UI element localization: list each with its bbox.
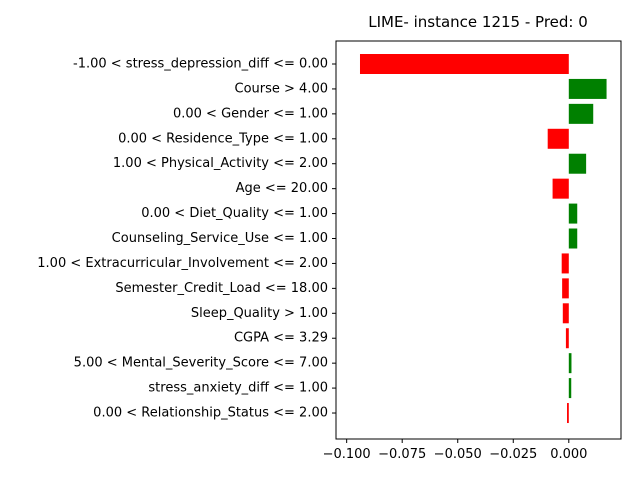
- x-tick-label: 0.000: [550, 447, 587, 462]
- bar-4: [568, 153, 587, 174]
- y-tick-label: stress_anxiety_diff <= 1.00: [148, 381, 328, 396]
- y-tick-label: -1.00 < stress_depression_diff <= 0.00: [73, 57, 328, 72]
- bar-0: [359, 54, 569, 74]
- y-tick-label: Semester_Credit_Load <= 18.00: [115, 281, 328, 296]
- bar-11: [565, 328, 569, 349]
- x-tick-label: −0.025: [489, 447, 537, 462]
- bar-2: [568, 103, 594, 124]
- y-tick-label: 1.00 < Physical_Activity <= 2.00: [113, 156, 328, 171]
- bar-3: [547, 128, 569, 149]
- bar-1: [568, 78, 607, 99]
- plot-frame: [335, 40, 622, 440]
- bar-8: [561, 253, 569, 274]
- y-tick-label: Counseling_Service_Use <= 1.00: [112, 231, 328, 246]
- y-tick-label: Course > 4.00: [235, 81, 329, 96]
- x-tick-label: −0.100: [323, 447, 371, 462]
- bar-13: [568, 378, 572, 399]
- bar-10: [562, 303, 569, 324]
- y-tick-label: Age <= 20.00: [236, 181, 328, 196]
- y-tick-label: 0.00 < Relationship_Status <= 2.00: [93, 406, 328, 421]
- bar-6: [568, 203, 578, 224]
- ticks-layer: -1.00 < stress_depression_diff <= 0.00 Co…: [37, 57, 587, 463]
- bar-9: [562, 278, 569, 299]
- x-tick-label: −0.050: [434, 447, 482, 462]
- bar-14: [567, 403, 569, 424]
- bar-5: [552, 178, 569, 199]
- x-tick-label: −0.075: [378, 447, 426, 462]
- bars-layer: [359, 54, 607, 424]
- y-tick-label: 1.00 < Extracurricular_Involvement <= 2.…: [37, 256, 328, 271]
- chart-title: LIME- instance 1215 - Pred: 0: [368, 13, 588, 31]
- y-tick-label: Sleep_Quality > 1.00: [191, 306, 328, 321]
- y-tick-label: 5.00 < Mental_Severity_Score <= 7.00: [74, 356, 328, 371]
- y-tick-label: 0.00 < Gender <= 1.00: [173, 106, 328, 121]
- bar-12: [568, 353, 572, 374]
- y-tick-label: 0.00 < Diet_Quality <= 1.00: [141, 206, 328, 221]
- y-tick-label: 0.00 < Residence_Type <= 1.00: [118, 131, 328, 146]
- y-tick-label: CGPA <= 3.29: [234, 331, 328, 346]
- bar-7: [568, 228, 578, 249]
